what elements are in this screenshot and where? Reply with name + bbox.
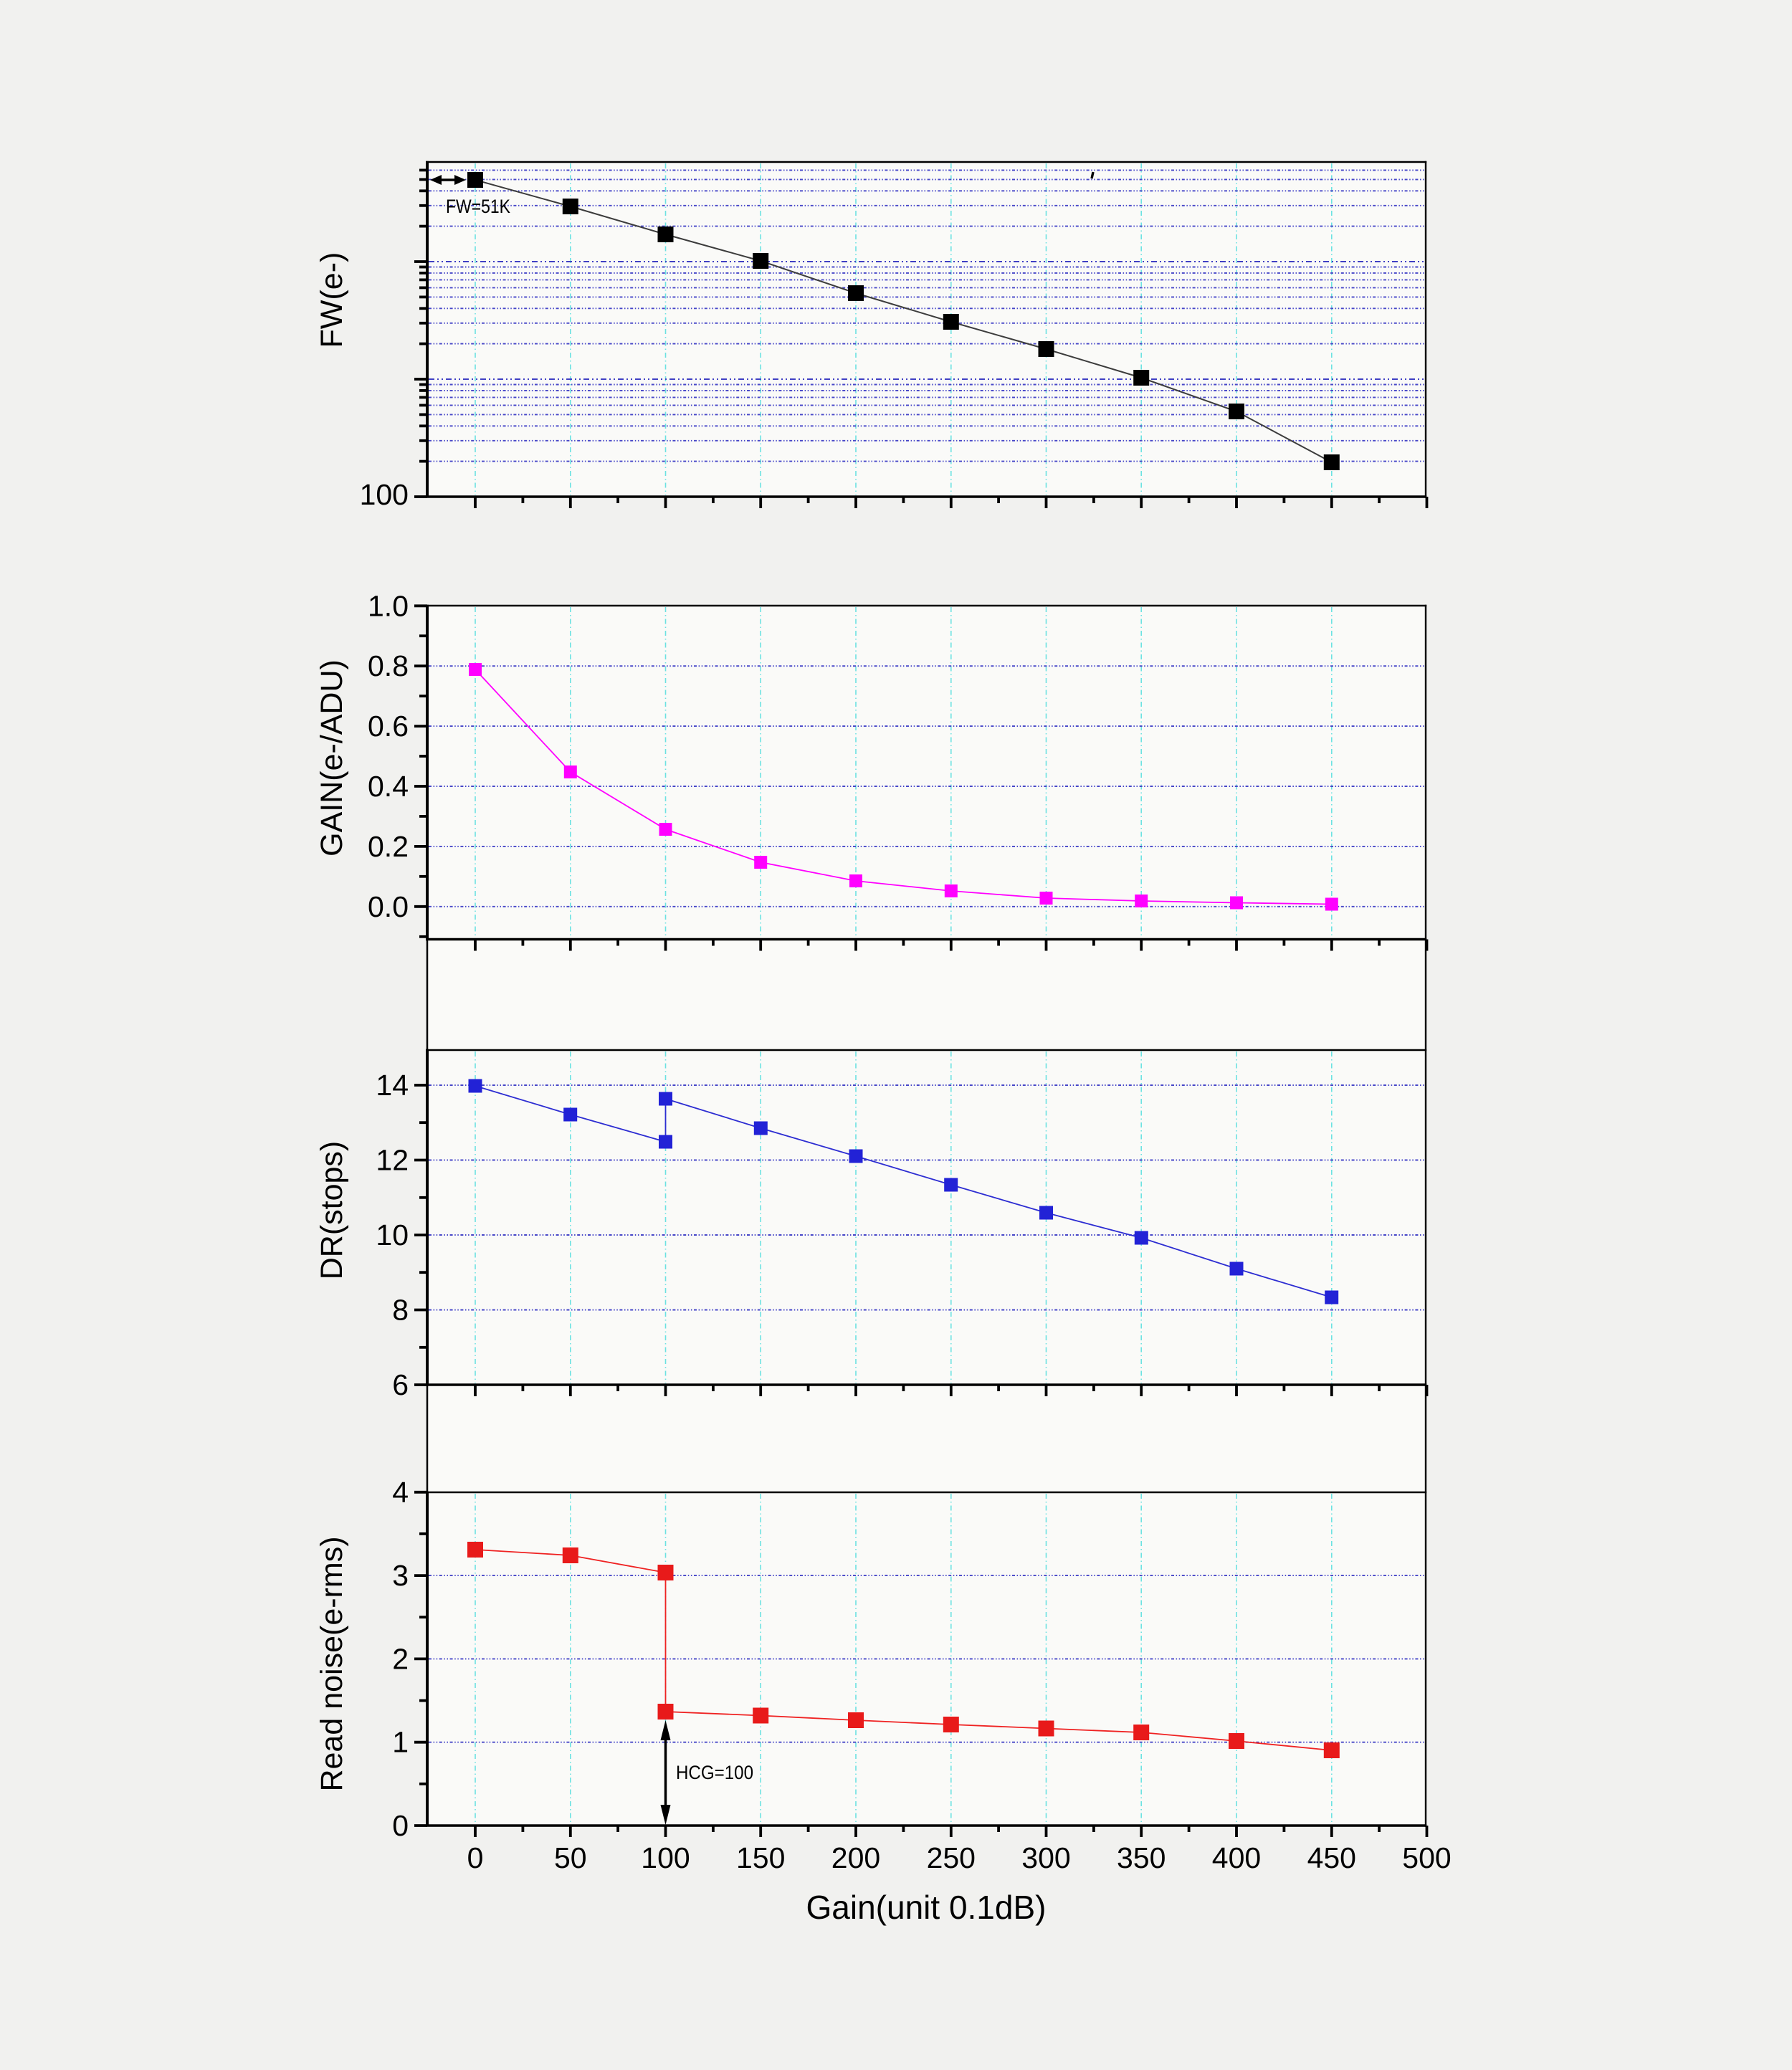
svg-text:0.2: 0.2 [368, 830, 409, 863]
svg-text:14: 14 [376, 1069, 409, 1102]
svg-text:0.4: 0.4 [368, 770, 409, 803]
svg-text:12: 12 [376, 1144, 409, 1177]
svg-text:8: 8 [392, 1294, 409, 1327]
svg-text:Read noise(e-rms): Read noise(e-rms) [315, 1536, 349, 1791]
svg-text:6: 6 [392, 1368, 409, 1401]
svg-text:450: 450 [1307, 1841, 1356, 1874]
svg-text:4: 4 [392, 1476, 409, 1509]
svg-text:300: 300 [1021, 1841, 1070, 1874]
svg-text:100: 100 [641, 1841, 690, 1874]
svg-text:FW=51K: FW=51K [446, 196, 510, 217]
svg-text:0.8: 0.8 [368, 649, 409, 682]
svg-text:100: 100 [360, 478, 409, 511]
svg-text:1: 1 [392, 1726, 409, 1759]
svg-text:3: 3 [392, 1559, 409, 1592]
svg-text:250: 250 [927, 1841, 976, 1874]
svg-text:Gain(unit 0.1dB): Gain(unit 0.1dB) [806, 1889, 1047, 1926]
svg-text:10: 10 [376, 1218, 409, 1251]
svg-text:0: 0 [467, 1841, 484, 1874]
svg-text:2: 2 [392, 1642, 409, 1675]
svg-text:400: 400 [1212, 1841, 1261, 1874]
svg-text:FW(e-): FW(e-) [315, 252, 349, 348]
svg-text:200: 200 [831, 1841, 880, 1874]
svg-text:50: 50 [554, 1841, 587, 1874]
svg-text:0: 0 [392, 1809, 409, 1842]
svg-text:GAIN(e-/ADU): GAIN(e-/ADU) [315, 659, 349, 857]
svg-text:500: 500 [1402, 1841, 1451, 1874]
svg-text:HCG=100: HCG=100 [676, 1762, 753, 1783]
svg-text:0.6: 0.6 [368, 710, 409, 743]
svg-text:150: 150 [736, 1841, 785, 1874]
svg-text:1.0: 1.0 [368, 589, 409, 622]
svg-text:DR(stops): DR(stops) [315, 1141, 349, 1280]
svg-text:0.0: 0.0 [368, 890, 409, 923]
svg-text:350: 350 [1117, 1841, 1166, 1874]
